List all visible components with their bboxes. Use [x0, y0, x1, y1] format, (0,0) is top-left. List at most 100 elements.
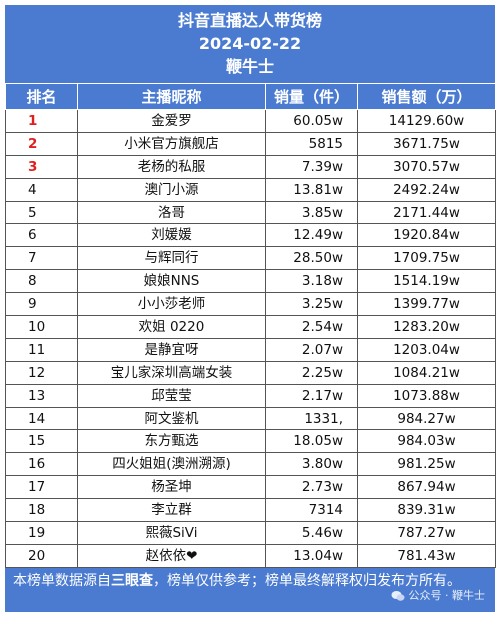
anchor-name-cell: 邱莹莹 — [77, 383, 266, 408]
rank-cell: 3 — [5, 154, 78, 179]
sales-amount-cell: 984.03w — [357, 429, 496, 454]
sales-volume-cell: 7.39w — [265, 154, 358, 179]
anchor-name-cell: 阿文鉴机 — [77, 406, 266, 431]
sales-amount-cell: 867.94w — [357, 475, 496, 500]
column-header-volume: 销量（件） — [265, 83, 358, 110]
anchor-name-cell: 赵依依❤ — [77, 543, 266, 568]
sales-volume-cell: 5.46w — [265, 521, 358, 545]
rank-cell: 4 — [5, 177, 78, 202]
sales-amount-cell: 3070.57w — [357, 154, 496, 179]
wechat-icon — [391, 590, 404, 601]
rank-cell: 15 — [5, 429, 78, 454]
anchor-name-cell: 与辉同行 — [77, 246, 266, 271]
column-header-sales: 销售额（万） — [357, 83, 496, 110]
rank-cell: 6 — [5, 223, 78, 248]
report-date: 2024-02-22 — [198, 34, 302, 53]
footer-note-suffix: ，榜单仅供参考；榜单最终解释权归发布方所有。 — [153, 572, 461, 589]
sales-amount-cell: 984.27w — [357, 406, 496, 431]
table-row: 16 四火姐姐(澳洲溯源) 3.80w 981.25w — [5, 452, 496, 477]
rank-cell: 7 — [5, 246, 78, 271]
brand-name: 鞭牛士 — [225, 57, 274, 76]
table-row: 9 小小莎老师 3.25w 1399.77w — [5, 292, 496, 317]
table-row: 13 邱莹莹 2.17w 1073.88w — [5, 383, 496, 408]
footer-note: 本榜单数据源自三眼查，榜单仅供参考；榜单最终解释权归发布方所有。 公众号 · 鞭… — [5, 567, 495, 612]
table-row: 20 赵依依❤ 13.04w 781.43w — [5, 543, 496, 568]
ranking-table: 排名 主播昵称 销量（件） 销售额（万） 1 金爱罗 60.05w 14129.60w… — [5, 83, 496, 568]
sales-volume-cell: 2.73w — [265, 475, 358, 500]
sales-volume-cell: 2.25w — [265, 360, 358, 385]
anchor-name-cell: 老杨的私服 — [77, 154, 266, 179]
sales-amount-cell: 1073.88w — [357, 383, 496, 408]
rank-cell: 10 — [5, 315, 78, 339]
sales-volume-cell: 60.05w — [265, 109, 358, 133]
sales-volume-cell: 2.54w — [265, 315, 358, 339]
anchor-name-cell: 金爱罗 — [77, 109, 266, 133]
sales-amount-cell: 1283.20w — [357, 315, 496, 339]
rank-cell: 14 — [5, 406, 78, 431]
table-row: 2 小米官方旗舰店 5815 3671.75w — [5, 131, 496, 156]
sales-volume-cell: 3.25w — [265, 292, 358, 317]
rank-cell: 17 — [5, 475, 78, 500]
table-row: 15 东方甄选 18.05w 984.03w — [5, 429, 496, 454]
anchor-name-cell: 四火姐姐(澳洲溯源) — [77, 452, 266, 477]
rank-cell: 19 — [5, 521, 78, 545]
table-row: 4 澳门小源 13.81w 2492.24w — [5, 177, 496, 202]
sales-volume-cell: 3.85w — [265, 200, 358, 225]
rank-cell: 12 — [5, 360, 78, 385]
sales-amount-cell: 1709.75w — [357, 246, 496, 271]
rank-cell: 16 — [5, 452, 78, 477]
table-row: 3 老杨的私服 7.39w 3070.57w — [5, 154, 496, 179]
rank-cell: 18 — [5, 498, 78, 523]
sales-amount-cell: 2492.24w — [357, 177, 496, 202]
table-row: 18 李立群 7314 839.31w — [5, 498, 496, 523]
table-header-row: 排名 主播昵称 销量（件） 销售额（万） — [5, 83, 496, 110]
table-row: 6 刘媛媛 12.49w 1920.84w — [5, 223, 496, 248]
sales-volume-cell: 2.07w — [265, 337, 358, 362]
sales-volume-cell: 3.80w — [265, 452, 358, 477]
rank-cell: 8 — [5, 269, 78, 294]
rank-cell: 1 — [5, 109, 78, 133]
sales-volume-cell: 13.81w — [265, 177, 358, 202]
anchor-name-cell: 洛哥 — [77, 200, 266, 225]
anchor-name-cell: 宝儿家深圳高端女装 — [77, 360, 266, 385]
sales-amount-cell: 1399.77w — [357, 292, 496, 317]
anchor-name-cell: 欢姐 0220 — [77, 315, 266, 339]
rank-cell: 11 — [5, 337, 78, 362]
rank-cell: 9 — [5, 292, 78, 317]
anchor-name-cell: 李立群 — [77, 498, 266, 523]
title-banner: 抖音直播达人带货榜 2024-02-22 鞭牛士 — [5, 5, 495, 83]
sales-amount-cell: 781.43w — [357, 543, 496, 568]
sales-volume-cell: 3.18w — [265, 269, 358, 294]
ranking-sheet: 抖音直播达人带货榜 2024-02-22 鞭牛士 排名 主播昵称 销量（件） 销… — [5, 5, 496, 620]
sales-volume-cell: 5815 — [265, 131, 358, 156]
sales-amount-cell: 1514.19w — [357, 269, 496, 294]
table-row: 1 金爱罗 60.05w 14129.60w — [5, 109, 496, 133]
footer-note-prefix: 本榜单数据源自 — [13, 572, 111, 589]
table-row: 19 熙薇SiVi 5.46w 787.27w — [5, 521, 496, 545]
sales-volume-cell: 7314 — [265, 498, 358, 523]
anchor-name-cell: 澳门小源 — [77, 177, 266, 202]
rank-cell: 20 — [5, 543, 78, 568]
watermark: 公众号 · 鞭牛士 — [391, 586, 485, 606]
sales-volume-cell: 1331, — [265, 406, 358, 431]
table-row: 14 阿文鉴机 1331, 984.27w — [5, 406, 496, 431]
table-row: 5 洛哥 3.85w 2171.44w — [5, 200, 496, 225]
sales-amount-cell: 3671.75w — [357, 131, 496, 156]
sales-amount-cell: 1084.21w — [357, 360, 496, 385]
anchor-name-cell: 是静宜呀 — [77, 337, 266, 362]
sales-amount-cell: 981.25w — [357, 452, 496, 477]
table-row: 17 杨圣坤 2.73w 867.94w — [5, 475, 496, 500]
table-row: 7 与辉同行 28.50w 1709.75w — [5, 246, 496, 271]
footer-source: 三眼查 — [111, 572, 153, 589]
sales-amount-cell: 1920.84w — [357, 223, 496, 248]
sales-volume-cell: 2.17w — [265, 383, 358, 408]
sales-amount-cell: 2171.44w — [357, 200, 496, 225]
table-row: 12 宝儿家深圳高端女装 2.25w 1084.21w — [5, 360, 496, 385]
rank-cell: 5 — [5, 200, 78, 225]
table-row: 11 是静宜呀 2.07w 1203.04w — [5, 337, 496, 362]
anchor-name-cell: 熙薇SiVi — [77, 521, 266, 545]
table-row: 8 娘娘NNS 3.18w 1514.19w — [5, 269, 496, 294]
column-header-name: 主播昵称 — [77, 83, 266, 110]
anchor-name-cell: 刘媛媛 — [77, 223, 266, 248]
rank-cell: 13 — [5, 383, 78, 408]
